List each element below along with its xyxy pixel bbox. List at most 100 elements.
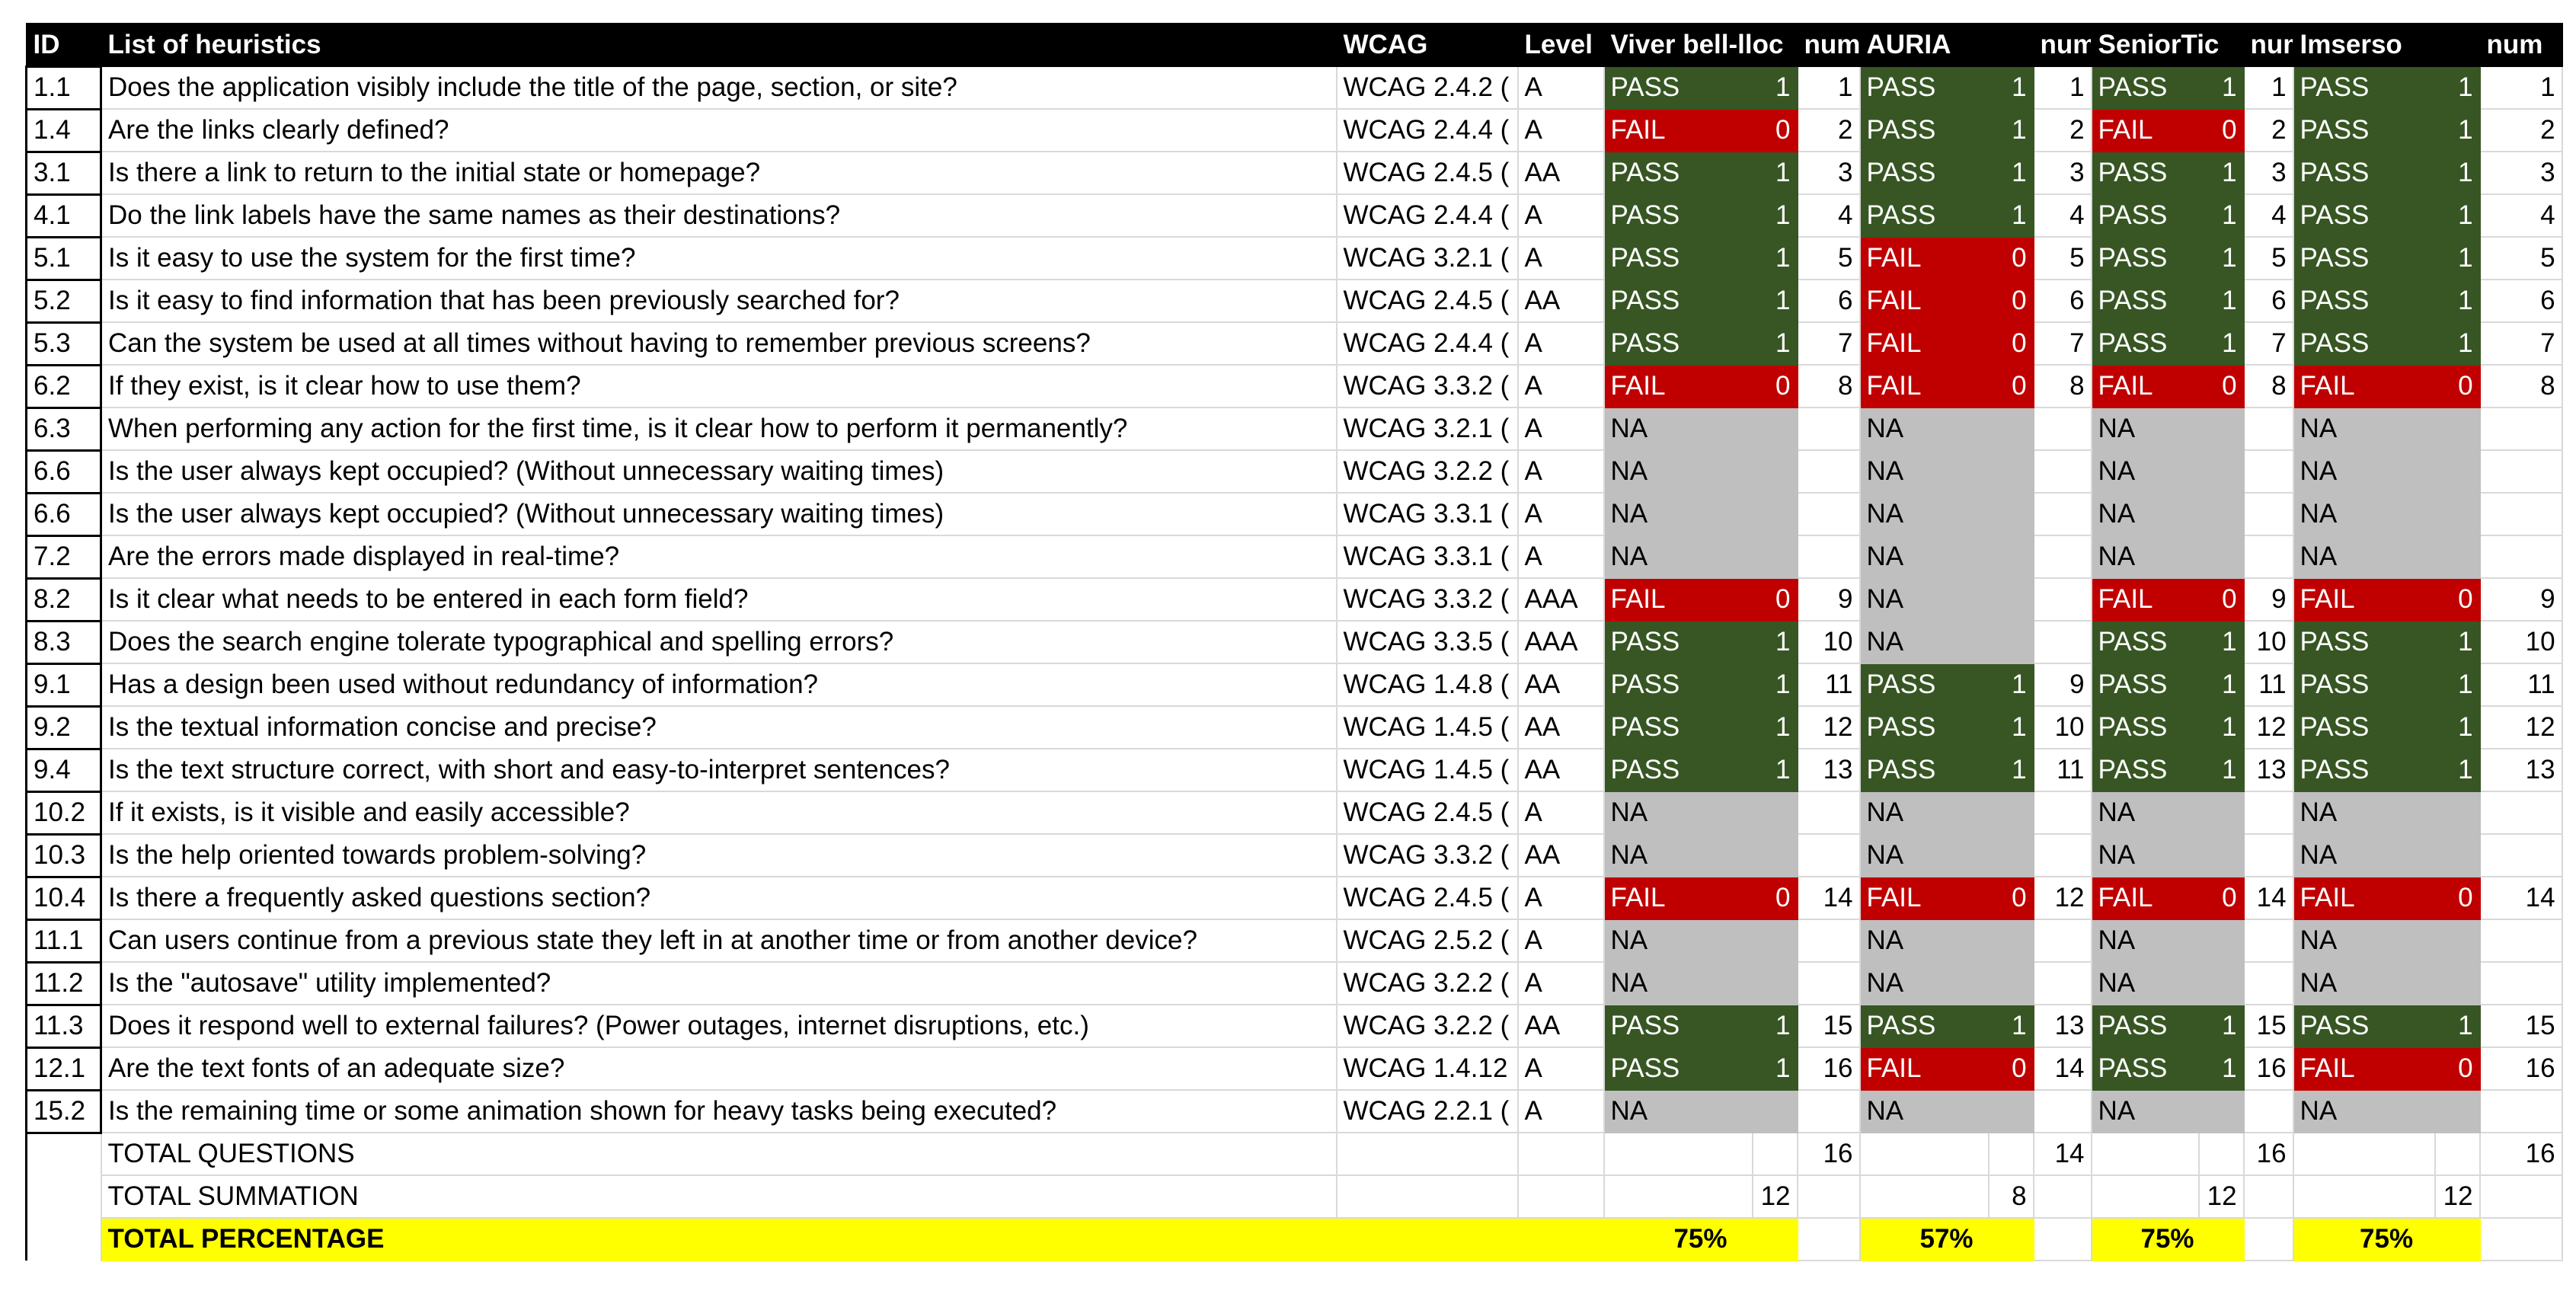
heuristic: Is there a frequently asked questions se… <box>100 876 1338 920</box>
score <box>1987 1089 2034 1133</box>
data-row: 12.1 Are the text fonts of an adequate si… <box>25 1046 2563 1091</box>
status: PASS <box>1603 193 1753 238</box>
heuristic: Are the errors made displayed in real-ti… <box>100 535 1338 579</box>
count <box>1796 407 1861 451</box>
wcag: WCAG 2.4.5 ( <box>1335 791 1519 835</box>
count <box>1796 535 1861 579</box>
level: A <box>1517 1089 1605 1133</box>
data-row: 11.3 Does it respond well to external fai… <box>25 1003 2563 1049</box>
score <box>1987 449 2034 494</box>
score: 1 <box>2197 236 2245 280</box>
count <box>1796 449 1861 494</box>
score <box>1751 961 1798 1005</box>
score <box>1987 961 2034 1005</box>
heuristic: Does the search engine tolerate typograp… <box>100 620 1338 664</box>
status: PASS <box>2090 1004 2200 1048</box>
row-id: 11.3 <box>25 1003 102 1049</box>
score <box>2197 535 2245 579</box>
count: 16 <box>1796 1047 1861 1091</box>
status: NA <box>1858 961 1990 1005</box>
count <box>2032 1089 2092 1133</box>
data-row: 6.6 Is the user always kept occupied? (Wi… <box>25 491 2563 537</box>
score <box>2434 961 2481 1005</box>
empty <box>1335 1132 1519 1176</box>
status: NA <box>2292 833 2436 877</box>
score: 0 <box>2434 577 2481 622</box>
status: FAIL <box>2090 364 2200 408</box>
score: 1 <box>2434 1004 2481 1048</box>
count: 16 <box>2242 1047 2294 1091</box>
level: A <box>1517 449 1605 494</box>
total-value: 12 <box>1751 1174 1798 1219</box>
count <box>2032 919 2092 963</box>
status: NA <box>2090 449 2200 494</box>
column-header: num <box>1796 23 1861 67</box>
score: 1 <box>2434 193 2481 238</box>
data-row: 10.2 If it exists, is it visible and easi… <box>25 790 2563 836</box>
total-row: TOTAL PERCENTAGE 75% 57% 75% 75% <box>25 1217 2563 1261</box>
status: NA <box>1858 407 1990 451</box>
status: NA <box>1858 919 1990 963</box>
level: A <box>1517 407 1605 451</box>
status: FAIL <box>1858 1047 1990 1091</box>
count <box>2032 833 2092 877</box>
count <box>2032 449 2092 494</box>
empty <box>25 1133 102 1175</box>
count <box>2242 407 2294 451</box>
count <box>2479 1089 2563 1133</box>
score <box>2434 919 2481 963</box>
column-header: AURIA <box>1858 23 2034 67</box>
count: 9 <box>1796 577 1861 622</box>
data-row: 5.1 Is it easy to use the system for the … <box>25 235 2563 281</box>
status: PASS <box>1858 1004 1990 1048</box>
empty <box>1603 1174 1753 1219</box>
status: PASS <box>1858 66 1990 110</box>
column-header: List of heuristics <box>100 23 1338 67</box>
count: 13 <box>2242 748 2294 792</box>
count <box>2032 961 2092 1005</box>
row-id: 8.3 <box>25 619 102 665</box>
count: 4 <box>1796 193 1861 238</box>
score: 1 <box>1751 151 1798 195</box>
score: 1 <box>2197 151 2245 195</box>
row-id: 5.3 <box>25 321 102 366</box>
level: AAA <box>1517 577 1605 622</box>
count: 8 <box>2242 364 2294 408</box>
row-id: 6.6 <box>25 491 102 537</box>
score: 1 <box>1751 66 1798 110</box>
heuristic: If it exists, is it visible and easily a… <box>100 791 1338 835</box>
score <box>1987 407 2034 451</box>
level: AA <box>1517 705 1605 749</box>
total-value: 16 <box>2479 1132 2563 1176</box>
score: 1 <box>2197 193 2245 238</box>
data-row: 9.4 Is the text structure correct, with s… <box>25 747 2563 793</box>
count <box>1796 833 1861 877</box>
count <box>2242 449 2294 494</box>
row-id: 6.6 <box>25 449 102 494</box>
count: 3 <box>2032 151 2092 195</box>
score: 1 <box>1751 620 1798 664</box>
score: 1 <box>2197 279 2245 323</box>
row-id: 8.2 <box>25 577 102 622</box>
score: 1 <box>2197 620 2245 664</box>
score: 1 <box>2197 663 2245 707</box>
score <box>1751 492 1798 536</box>
level: AA <box>1517 748 1605 792</box>
data-row: 9.2 Is the textual information concise an… <box>25 705 2563 750</box>
heuristic: Is the "autosave" utility implemented? <box>100 961 1338 1005</box>
wcag: WCAG 2.4.5 ( <box>1335 876 1519 920</box>
status: NA <box>1603 919 1753 963</box>
empty <box>2292 1132 2436 1176</box>
total-percentage: 75% <box>2090 1217 2245 1261</box>
score <box>1987 577 2034 622</box>
score: 0 <box>1987 236 2034 280</box>
status: PASS <box>2292 151 2436 195</box>
status: NA <box>2090 492 2200 536</box>
total-percentage: 57% <box>1858 1217 2034 1261</box>
heuristic: Does the application visibly include the… <box>100 66 1338 110</box>
level: A <box>1517 236 1605 280</box>
status: NA <box>1603 1089 1753 1133</box>
heuristic: Can the system be used at all times with… <box>100 321 1338 366</box>
empty <box>2090 1132 2200 1176</box>
row-id: 1.4 <box>25 107 102 153</box>
